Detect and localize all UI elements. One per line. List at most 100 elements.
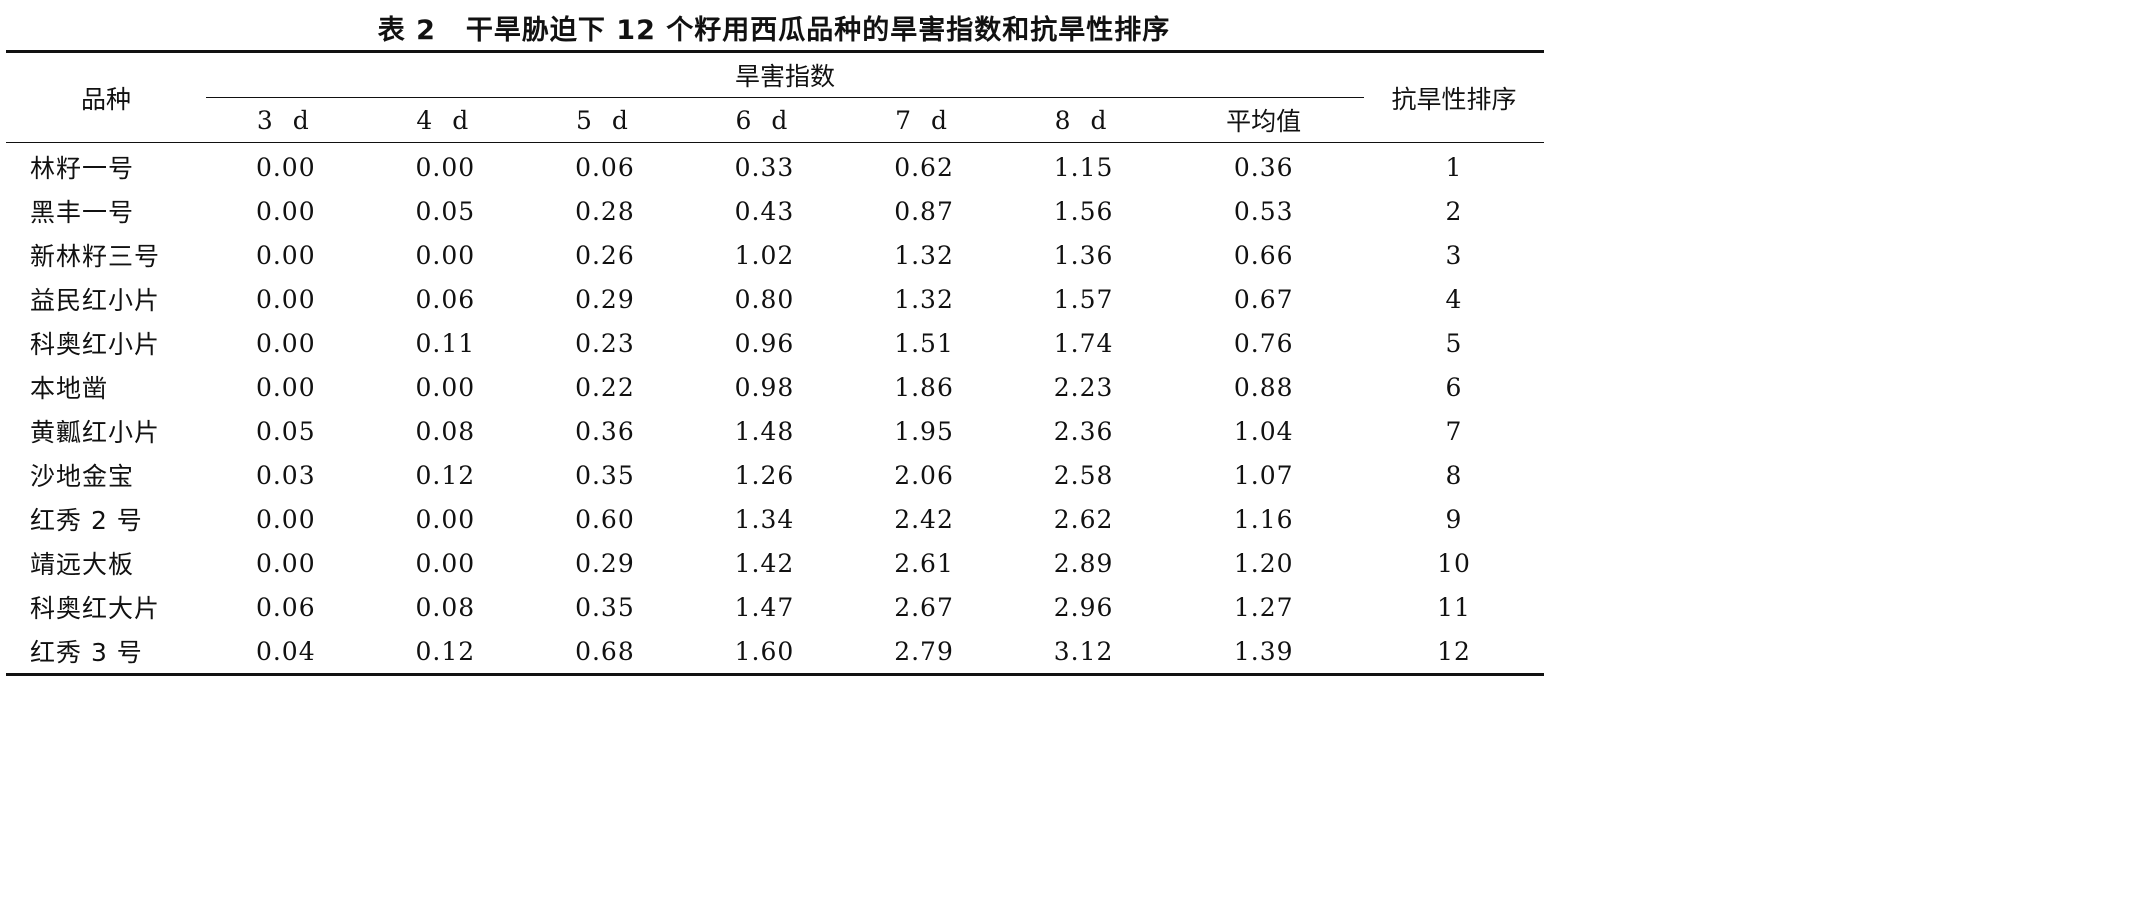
table-row: 新林籽三号 0.00 0.00 0.26 1.02 1.32 1.36 0.66 3 — [6, 233, 1544, 277]
drought-index-cell: 0.88 — [1233, 372, 1294, 402]
table-row: 本地凿 0.00 0.00 0.22 0.98 1.86 2.23 0.88 6 — [6, 365, 1544, 409]
drought-index-cell: 2.58 — [1053, 460, 1114, 490]
drought-index-cell: 2.61 — [894, 548, 954, 578]
drought-index-cell: 0.28 — [575, 196, 635, 226]
drought-index-cell: 0.87 — [894, 196, 954, 226]
header-day-5: 8 d — [1003, 97, 1164, 143]
header-drought-rank: 抗旱性排序 — [1364, 50, 1544, 143]
drought-index-cell: 0.53 — [1233, 196, 1294, 226]
drought-index-cell: 0.03 — [255, 460, 316, 490]
drought-index-cell: 1.51 — [894, 328, 954, 358]
drought-index-cell: 1.48 — [734, 416, 795, 446]
drought-index-cell: 0.05 — [255, 416, 316, 446]
drought-index-cell: 1.27 — [1233, 592, 1294, 622]
table-row: 益民红小片 0.00 0.06 0.29 0.80 1.32 1.57 0.67 4 — [6, 277, 1544, 321]
drought-index-cell: 1.04 — [1233, 416, 1294, 446]
table-row: 靖远大板 0.00 0.00 0.29 1.42 2.61 2.89 1.20 10 — [6, 541, 1544, 585]
drought-index-cell: 1.56 — [1053, 196, 1114, 226]
drought-index-cell: 2.42 — [894, 504, 954, 534]
drought-index-cell: 1.26 — [734, 460, 795, 490]
drought-index-cell: 0.05 — [415, 196, 476, 226]
drought-index-cell: 0.29 — [575, 284, 635, 314]
table-row: 林籽一号 0.00 0.00 0.06 0.33 0.62 1.15 0.36 1 — [6, 143, 1544, 190]
table-row: 黑丰一号 0.00 0.05 0.28 0.43 0.87 1.56 0.53 2 — [6, 189, 1544, 233]
header-day-4: 7 d — [844, 97, 1004, 143]
header-drought-index: 旱害指数 — [206, 50, 1364, 98]
drought-index-cell: 0.62 — [894, 152, 954, 182]
drought-index-cell: 0.06 — [255, 592, 316, 622]
drought-index-cell: 1.95 — [894, 416, 954, 446]
table-row: 沙地金宝 0.03 0.12 0.35 1.26 2.06 2.58 1.07 8 — [6, 453, 1544, 497]
variety-name: 沙地金宝 — [30, 462, 135, 491]
variety-name: 林籽一号 — [30, 154, 135, 183]
drought-index-cell: 0.33 — [734, 152, 795, 182]
drought-index-cell: 0.00 — [255, 548, 316, 578]
table-caption: 表 2 干旱胁迫下 12 个籽用西瓜品种的旱害指数和抗旱性排序 — [0, 8, 1548, 47]
drought-index-cell: 0.80 — [734, 284, 795, 314]
variety-name: 新林籽三号 — [30, 242, 161, 271]
drought-index-cell: 2.06 — [894, 460, 954, 490]
drought-index-cell: 1.32 — [894, 284, 954, 314]
drought-rank-cell: 11 — [1437, 592, 1471, 622]
drought-rank-cell: 9 — [1445, 504, 1463, 534]
drought-index-cell: 0.35 — [575, 460, 635, 490]
drought-index-cell: 0.22 — [575, 372, 635, 402]
drought-index-cell: 0.08 — [415, 592, 476, 622]
drought-index-cell: 0.08 — [415, 416, 476, 446]
drought-index-cell: 1.20 — [1233, 548, 1294, 578]
drought-index-cell: 0.04 — [206, 629, 366, 676]
drought-index-cell: 0.11 — [415, 328, 476, 358]
drought-index-cell: 3.12 — [1003, 629, 1164, 676]
drought-rank-cell: 5 — [1445, 328, 1463, 358]
drought-index-cell: 1.15 — [1053, 152, 1114, 182]
drought-index-cell: 0.00 — [255, 328, 316, 358]
header-day-0: 3 d — [206, 97, 366, 143]
drought-index-cell: 0.00 — [255, 284, 316, 314]
drought-index-cell: 0.00 — [255, 196, 316, 226]
drought-index-cell: 1.07 — [1233, 460, 1294, 490]
variety-name: 本地凿 — [30, 374, 109, 403]
drought-index-cell: 1.74 — [1053, 328, 1114, 358]
drought-rank-cell: 12 — [1364, 629, 1544, 676]
table-row: 红秀 3 号 0.04 0.12 0.68 1.60 2.79 3.12 1.39 12 — [6, 629, 1544, 676]
variety-name: 科奥红小片 — [30, 330, 161, 359]
drought-index-cell: 2.23 — [1053, 372, 1114, 402]
drought-index-cell: 0.66 — [1233, 240, 1294, 270]
drought-index-cell: 1.02 — [734, 240, 795, 270]
drought-index-cell: 1.60 — [684, 629, 845, 676]
drought-index-cell: 0.96 — [734, 328, 795, 358]
drought-index-cell: 1.16 — [1233, 504, 1294, 534]
drought-index-cell: 0.67 — [1233, 284, 1294, 314]
drought-rank-cell: 8 — [1445, 460, 1463, 490]
variety-name: 黑丰一号 — [30, 198, 135, 227]
drought-index-cell: 1.57 — [1053, 284, 1114, 314]
drought-index-cell: 0.00 — [415, 372, 476, 402]
drought-index-cell: 0.35 — [575, 592, 635, 622]
drought-index-cell: 1.36 — [1053, 240, 1114, 270]
header-variety: 品种 — [6, 50, 206, 143]
drought-index-cell: 0.00 — [255, 152, 316, 182]
drought-index-cell: 2.36 — [1053, 416, 1114, 446]
drought-index-cell: 0.12 — [365, 629, 526, 676]
table-row: 科奥红小片 0.00 0.11 0.23 0.96 1.51 1.74 0.76 5 — [6, 321, 1544, 365]
drought-index-cell: 2.62 — [1053, 504, 1114, 534]
drought-index-cell: 0.76 — [1233, 328, 1294, 358]
drought-index-cell: 2.67 — [894, 592, 954, 622]
drought-index-cell: 0.00 — [255, 504, 316, 534]
drought-index-cell: 0.26 — [575, 240, 635, 270]
drought-rank-cell: 1 — [1445, 152, 1463, 182]
drought-index-cell: 1.47 — [734, 592, 795, 622]
drought-index-cell: 0.29 — [575, 548, 635, 578]
drought-index-cell: 0.68 — [525, 629, 685, 676]
variety-name: 科奥红大片 — [30, 594, 161, 623]
table-number: 表 2 — [377, 15, 436, 46]
variety-name: 靖远大板 — [30, 550, 135, 579]
drought-index-cell: 0.00 — [255, 240, 316, 270]
drought-rank-cell: 3 — [1445, 240, 1463, 270]
drought-rank-cell: 10 — [1437, 548, 1471, 578]
drought-index-cell: 0.06 — [415, 284, 476, 314]
drought-index-cell: 0.00 — [415, 240, 476, 270]
variety-name: 益民红小片 — [30, 286, 161, 315]
drought-index-cell: 0.00 — [255, 372, 316, 402]
